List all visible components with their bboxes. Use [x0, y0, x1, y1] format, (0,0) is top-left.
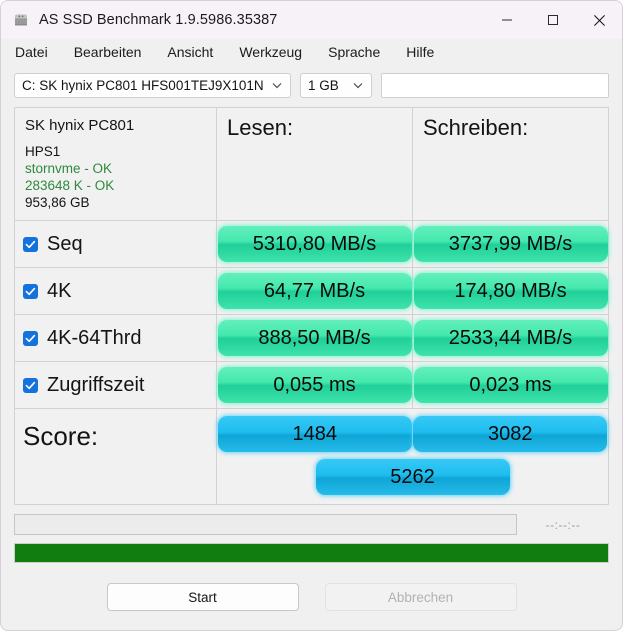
maximize-button[interactable] [530, 1, 576, 39]
drive-model: SK hynix PC801 [25, 117, 135, 134]
4k-read-cell: 64,77 MB/s [217, 268, 413, 314]
progress-bar [14, 543, 609, 563]
maximize-icon [547, 14, 559, 26]
benchmark-row-seq[interactable]: Seq [15, 221, 217, 267]
drive-alignment-status: 283648 K - OK [25, 178, 115, 193]
read-column-header: Lesen: [217, 108, 413, 220]
benchmark-label-4k-64thrd: 4K-64Thrd [47, 326, 142, 349]
write-column-label: Schreiben: [423, 115, 529, 140]
status-message-field [14, 514, 517, 535]
4k-64thrd-read-value: 888,50 MB/s [217, 320, 412, 356]
zugriffszeit-write-cell: 0,023 ms [413, 362, 608, 408]
score-label-cell: Score: [15, 409, 217, 504]
4k-write-value: 174,80 MB/s [413, 273, 608, 309]
grid-header-row: SK hynix PC801 HPS1 stornvme - OK 283648… [15, 108, 608, 221]
score-total-cell: 5262 [217, 459, 608, 495]
seq-read-cell: 5310,80 MB/s [217, 221, 413, 267]
checkbox-zugriffszeit[interactable] [23, 377, 38, 393]
score-row: Score: 1484 3082 5262 [15, 409, 608, 505]
elapsed-time-label: --:--:-- [545, 517, 581, 532]
benchmark-row-4k[interactable]: 4K [15, 268, 217, 314]
benchmark-row-4k-64thrd[interactable]: 4K-64Thrd [15, 315, 217, 361]
seq-write-cell: 3737,99 MB/s [413, 221, 608, 267]
seq-write-value: 3737,99 MB/s [413, 226, 608, 262]
table-row: 4K 64,77 MB/s 174,80 MB/s [15, 268, 608, 315]
score-read-value: 1484 [217, 416, 412, 452]
4k-64thrd-write-value: 2533,44 MB/s [413, 320, 608, 356]
benchmark-label-seq: Seq [47, 232, 83, 255]
close-icon [593, 14, 606, 27]
score-values-area: 1484 3082 5262 [217, 409, 608, 504]
start-button[interactable]: Start [106, 583, 299, 611]
score-title: Score: [23, 421, 99, 451]
benchmark-label-zugriffszeit: Zugriffszeit [47, 373, 145, 396]
info-text-input[interactable] [381, 72, 609, 98]
drive-driver-status: stornvme - OK [25, 161, 113, 176]
4k-write-cell: 174,80 MB/s [413, 268, 608, 314]
title-bar: AS SSD Benchmark 1.9.5986.35387 [1, 1, 622, 39]
benchmark-label-4k: 4K [47, 279, 72, 302]
write-column-header: Schreiben: [413, 108, 608, 220]
chevron-down-icon [271, 79, 283, 91]
score-total-value: 5262 [315, 459, 510, 495]
menu-item-werkzeug[interactable]: Werkzeug [239, 44, 303, 60]
menu-item-datei[interactable]: Datei [15, 44, 48, 60]
table-row: Seq 5310,80 MB/s 3737,99 MB/s [15, 221, 608, 268]
4k-64thrd-write-cell: 2533,44 MB/s [413, 315, 608, 361]
score-write-value: 3082 [413, 416, 608, 452]
ssd-drive-icon [12, 11, 30, 29]
zugriffszeit-read-value: 0,055 ms [217, 367, 412, 403]
drive-info-panel: SK hynix PC801 HPS1 stornvme - OK 283648… [15, 108, 217, 220]
minimize-button[interactable] [484, 1, 530, 39]
menu-item-ansicht[interactable]: Ansicht [167, 44, 214, 60]
score-write-cell: 3082 [413, 416, 609, 452]
menu-item-bearbeiten[interactable]: Bearbeiten [73, 44, 142, 60]
cancel-button: Abbrechen [324, 583, 517, 611]
drive-select-value: C: SK hynix PC801 HFS001TEJ9X101N [22, 77, 264, 93]
benchmark-row-zugriffszeit[interactable]: Zugriffszeit [15, 362, 217, 408]
window-controls [484, 1, 622, 39]
table-row: 4K-64Thrd 888,50 MB/s 2533,44 MB/s [15, 315, 608, 362]
drive-capacity: 953,86 GB [25, 195, 90, 210]
4k-read-value: 64,77 MB/s [217, 273, 412, 309]
zugriffszeit-read-cell: 0,055 ms [217, 362, 413, 408]
status-row: --:--:-- [14, 514, 609, 535]
minimize-icon [501, 14, 513, 26]
window-title: AS SSD Benchmark 1.9.5986.35387 [39, 12, 278, 28]
read-column-label: Lesen: [227, 115, 294, 140]
zugriffszeit-write-value: 0,023 ms [413, 367, 608, 403]
checkbox-4k[interactable] [23, 283, 38, 299]
menu-item-sprache[interactable]: Sprache [328, 44, 381, 60]
close-button[interactable] [576, 1, 622, 39]
drive-firmware: HPS1 [25, 144, 61, 159]
table-row: Zugriffszeit 0,055 ms 0,023 ms [15, 362, 608, 409]
test-size-select[interactable]: 1 GB [300, 72, 372, 98]
4k-64thrd-read-cell: 888,50 MB/s [217, 315, 413, 361]
button-row: Start Abbrechen [1, 583, 622, 611]
drive-select[interactable]: C: SK hynix PC801 HFS001TEJ9X101N [14, 72, 291, 98]
checkbox-seq[interactable] [23, 236, 38, 252]
toolbar: C: SK hynix PC801 HFS001TEJ9X101N 1 GB [1, 71, 622, 99]
results-grid: SK hynix PC801 HPS1 stornvme - OK 283648… [14, 107, 609, 505]
menu-bar: Datei Bearbeiten Ansicht Werkzeug Sprach… [1, 39, 622, 65]
progress-bar-fill [15, 544, 608, 562]
chevron-down-icon [352, 79, 364, 91]
seq-read-value: 5310,80 MB/s [217, 226, 412, 262]
test-size-value: 1 GB [308, 77, 339, 93]
checkbox-4k-64thrd[interactable] [23, 330, 38, 346]
score-read-cell: 1484 [217, 416, 413, 452]
menu-item-hilfe[interactable]: Hilfe [406, 44, 435, 60]
